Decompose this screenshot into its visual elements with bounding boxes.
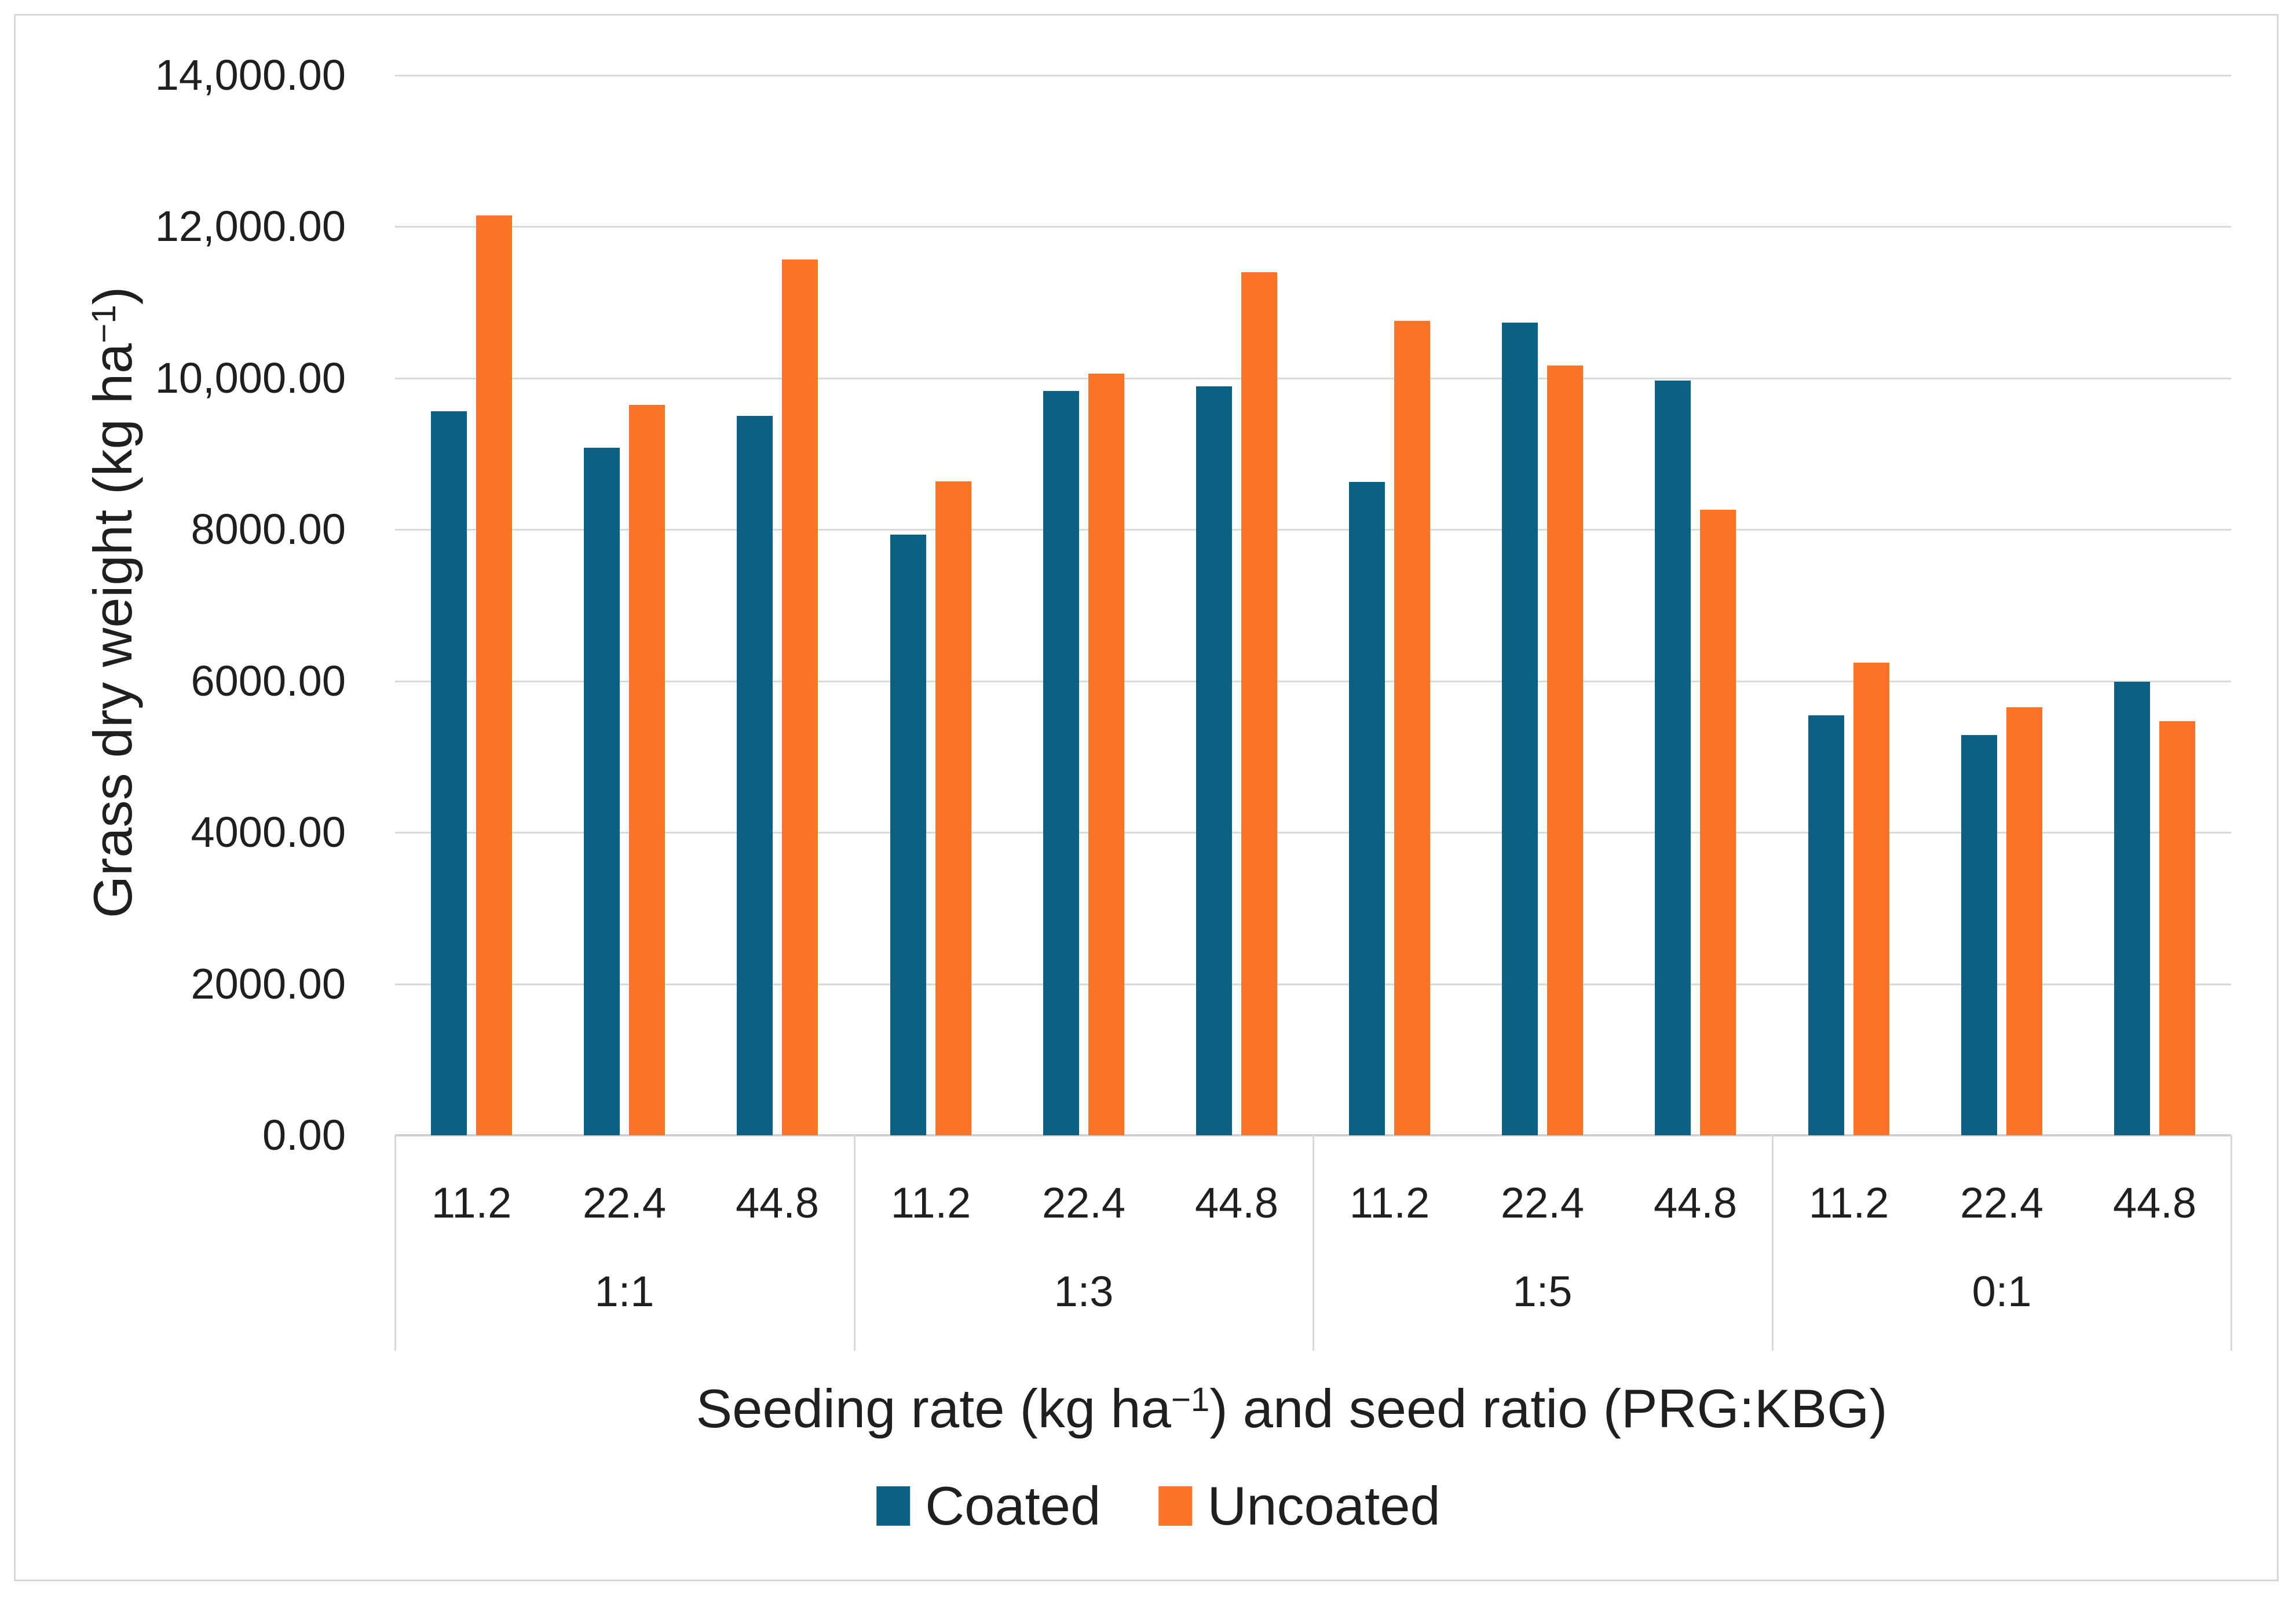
gridline-8000.00 <box>395 529 2231 531</box>
bar-uncoated-1:1-22.4 <box>629 405 665 1135</box>
y-axis-title-superscript: −1 <box>85 305 123 343</box>
bar-coated-1:1-22.4 <box>584 448 620 1135</box>
bar-coated-0:1-22.4 <box>1961 735 1997 1135</box>
bar-coated-1:3-44.8 <box>1196 386 1232 1135</box>
category-separator-1 <box>854 1135 855 1351</box>
legend: Coated Uncoated <box>876 1479 1441 1533</box>
legend-marker-uncoated <box>1158 1486 1193 1526</box>
y-tick-label-10000.00: 10,000.00 <box>155 354 346 402</box>
bar-coated-1:1-44.8 <box>737 416 773 1135</box>
gridline-10000.00 <box>395 378 2231 379</box>
rate-label-0:1-11.2: 11.2 <box>1808 1179 1889 1227</box>
ratio-label-1:3: 1:3 <box>1054 1267 1114 1315</box>
category-separator-3 <box>1772 1135 1774 1351</box>
x-axis-title-text: Seeding rate (kg ha <box>696 1378 1171 1439</box>
rate-label-1:1-22.4: 22.4 <box>582 1179 667 1227</box>
figure-border <box>14 14 2279 1581</box>
ratio-label-1:1: 1:1 <box>594 1267 655 1315</box>
rate-label-1:3-44.8: 44.8 <box>1194 1179 1279 1227</box>
rate-label-1:5-11.2: 11.2 <box>1349 1179 1430 1227</box>
rate-label-1:1-11.2: 11.2 <box>431 1179 512 1227</box>
bar-uncoated-1:3-44.8 <box>1241 272 1277 1135</box>
rate-label-1:5-22.4: 22.4 <box>1500 1179 1585 1227</box>
y-tick-label-6000.00: 6000.00 <box>191 657 346 705</box>
bar-uncoated-0:1-11.2 <box>1853 663 1889 1135</box>
bar-coated-1:3-11.2 <box>890 535 926 1135</box>
gridline-12000.00 <box>395 226 2231 228</box>
legend-item-coated: Coated <box>876 1479 1101 1533</box>
legend-marker-coated <box>876 1486 911 1526</box>
y-tick-label-14000.00: 14,000.00 <box>155 51 346 99</box>
bar-coated-1:3-22.4 <box>1043 391 1079 1135</box>
bar-uncoated-1:3-11.2 <box>935 481 971 1135</box>
legend-item-uncoated: Uncoated <box>1158 1475 1441 1536</box>
y-tick-label-4000.00: 4000.00 <box>191 808 346 856</box>
bar-uncoated-0:1-22.4 <box>2006 707 2042 1135</box>
category-separator-2 <box>1312 1135 1314 1351</box>
bar-uncoated-1:5-44.8 <box>1700 510 1736 1135</box>
legend-label-coated: Coated <box>925 1475 1101 1536</box>
bar-coated-1:5-11.2 <box>1349 482 1385 1135</box>
bar-uncoated-1:1-44.8 <box>782 259 818 1135</box>
bar-coated-0:1-11.2 <box>1808 715 1844 1135</box>
bar-coated-1:1-11.2 <box>431 411 467 1135</box>
bar-uncoated-1:5-22.4 <box>1547 365 1583 1135</box>
category-separator-4 <box>2231 1135 2232 1351</box>
legend-label-uncoated: Uncoated <box>1207 1475 1441 1536</box>
rate-label-1:5-44.8: 44.8 <box>1653 1179 1738 1227</box>
plot-area <box>395 75 2231 1136</box>
y-axis-title-close: ) <box>82 286 143 305</box>
gridline-4000.00 <box>395 832 2231 834</box>
bar-coated-1:5-22.4 <box>1502 323 1538 1135</box>
x-axis-title-superscript: −1 <box>1171 1381 1210 1419</box>
x-axis-title: Seeding rate (kg ha−1) and seed ratio (P… <box>696 1381 1887 1436</box>
bar-coated-0:1-44.8 <box>2114 682 2150 1135</box>
bar-uncoated-1:3-22.4 <box>1088 374 1124 1135</box>
bar-uncoated-1:1-11.2 <box>476 215 512 1135</box>
ratio-label-0:1: 0:1 <box>1972 1267 2032 1315</box>
y-tick-label-12000.00: 12,000.00 <box>155 202 346 250</box>
rate-label-0:1-44.8: 44.8 <box>2112 1179 2197 1227</box>
rate-label-1:3-22.4: 22.4 <box>1041 1179 1126 1227</box>
bar-coated-1:5-44.8 <box>1655 381 1691 1135</box>
gridline-6000.00 <box>395 681 2231 682</box>
bar-uncoated-0:1-44.8 <box>2159 721 2195 1135</box>
gridline-14000.00 <box>395 75 2231 76</box>
bar-uncoated-1:5-11.2 <box>1394 321 1430 1135</box>
y-tick-label-2000.00: 2000.00 <box>191 960 346 1008</box>
gridline-2000.00 <box>395 984 2231 985</box>
ratio-label-1:5: 1:5 <box>1512 1267 1573 1315</box>
rate-label-0:1-22.4: 22.4 <box>1959 1179 2044 1227</box>
y-tick-label-0.00: 0.00 <box>262 1111 346 1159</box>
category-separator-0 <box>394 1135 396 1351</box>
rate-label-1:3-11.2: 11.2 <box>890 1179 971 1227</box>
y-tick-label-8000.00: 8000.00 <box>191 505 346 553</box>
rate-label-1:1-44.8: 44.8 <box>735 1179 820 1227</box>
x-axis-title-rest: ) and seed ratio (PRG:KBG) <box>1209 1378 1888 1439</box>
